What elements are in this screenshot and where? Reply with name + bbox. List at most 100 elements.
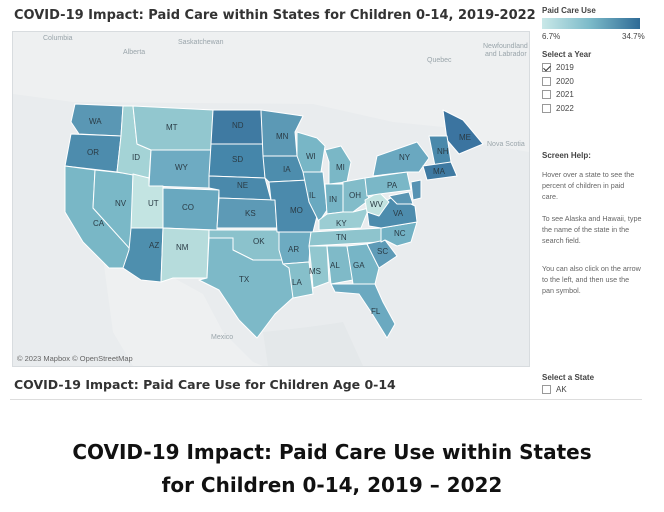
- label-oh: OH: [349, 191, 361, 200]
- label-ma: MA: [433, 167, 446, 176]
- label-wy: WY: [175, 163, 189, 172]
- dashboard-subtitle: COVID-19 Impact: Paid Care Use for Child…: [14, 377, 396, 392]
- label-nv: NV: [115, 199, 127, 208]
- label-mn: MN: [276, 132, 289, 141]
- canada-label-nova-scotia: Nova Scotia: [487, 141, 525, 148]
- state-tx[interactable]: [198, 237, 298, 339]
- label-nh: NH: [437, 147, 449, 156]
- canada-label-alberta: Alberta: [123, 49, 145, 56]
- checkbox-2021[interactable]: [542, 90, 551, 100]
- label-ny: NY: [399, 153, 411, 162]
- label-sd: SD: [232, 155, 243, 164]
- legend-max-value: 34.7%: [622, 32, 645, 41]
- label-in: IN: [329, 195, 337, 204]
- label-fl: FL: [371, 307, 381, 316]
- label-pa: PA: [387, 181, 398, 190]
- label-ga: GA: [353, 261, 365, 270]
- label-la: LA: [292, 278, 302, 287]
- state-nj[interactable]: [410, 179, 422, 201]
- state-la[interactable]: [282, 261, 314, 299]
- label-il: IL: [309, 191, 316, 200]
- year-option-2022[interactable]: 2022: [542, 102, 642, 116]
- year-option-2020[interactable]: 2020: [542, 75, 642, 89]
- label-wi: WI: [306, 152, 316, 161]
- label-nm: NM: [176, 243, 189, 252]
- canada-label-columbia: Columbia: [43, 35, 73, 42]
- legend-min-value: 6.7%: [542, 32, 561, 41]
- label-ky: KY: [336, 219, 347, 228]
- label-wa: WA: [89, 117, 102, 126]
- label-ar: AR: [288, 245, 299, 254]
- canada-label-saskatchewan: Saskatchewan: [178, 39, 224, 46]
- state-ga[interactable]: [346, 243, 380, 285]
- state-option-label: AK: [556, 385, 567, 394]
- label-va: VA: [393, 209, 404, 218]
- label-ms: MS: [309, 267, 321, 276]
- label-ks: KS: [245, 209, 256, 218]
- state-sc[interactable]: [366, 239, 398, 269]
- state-ma[interactable]: [422, 161, 458, 181]
- label-az: AZ: [149, 241, 159, 250]
- label-ca: CA: [93, 219, 105, 228]
- label-sc: SC: [377, 247, 388, 256]
- year-filter: 2019 2020 2021 2022: [542, 61, 642, 115]
- state-mn[interactable]: [260, 109, 304, 157]
- year-option-2021[interactable]: 2021: [542, 88, 642, 102]
- legend-color-ramp: [542, 18, 640, 29]
- checkbox-ak[interactable]: [542, 385, 551, 394]
- label-ok: OK: [253, 237, 265, 246]
- screen-help-heading: Screen Help:: [542, 151, 591, 160]
- state-filter-heading: Select a State: [542, 373, 595, 382]
- year-option-2019[interactable]: 2019: [542, 61, 642, 75]
- label-wv: WV: [370, 200, 384, 209]
- map-view[interactable]: Columbia Alberta Saskatchewan Newfoundla…: [12, 31, 530, 367]
- label-al: AL: [330, 261, 340, 270]
- year-option-label: 2020: [556, 76, 574, 86]
- label-nd: ND: [232, 121, 244, 130]
- state-oh[interactable]: [342, 177, 370, 213]
- year-option-label: 2019: [556, 63, 574, 73]
- caption-line-2: for Children 0-14, 2019 – 2022: [161, 473, 503, 497]
- checkbox-2022[interactable]: [542, 103, 551, 113]
- year-filter-heading: Select a Year: [542, 50, 592, 59]
- canada-label-labrador: and Labrador: [485, 51, 527, 58]
- help-paragraph-pan: You can also click on the arrow to the l…: [542, 264, 641, 295]
- us-map[interactable]: Columbia Alberta Saskatchewan Newfoundla…: [13, 32, 529, 366]
- label-id: ID: [132, 153, 140, 162]
- canada-landmass: [13, 32, 529, 152]
- label-ia: IA: [283, 165, 291, 174]
- year-option-label: 2021: [556, 90, 574, 100]
- help-paragraph-hover: Hover over a state to see the percent of…: [542, 170, 635, 201]
- state-md[interactable]: [388, 191, 414, 205]
- gulf-water: [263, 322, 363, 366]
- state-ky[interactable]: [318, 207, 370, 231]
- label-mi: MI: [336, 163, 345, 172]
- state-nm[interactable]: [160, 227, 210, 283]
- legend-title: Paid Care Use: [542, 6, 596, 15]
- label-mo: MO: [290, 206, 303, 215]
- caption-line-1: COVID-19 Impact: Paid Care Use within St…: [72, 440, 592, 464]
- mexico-label: Mexico: [211, 334, 233, 341]
- label-tx: TX: [239, 275, 250, 284]
- state-me[interactable]: [442, 109, 484, 155]
- figure-caption: COVID-19 Impact: Paid Care Use within St…: [0, 436, 664, 502]
- dashboard: COVID-19 Impact: Paid Care within States…: [10, 0, 645, 400]
- map-attribution[interactable]: © 2023 Mapbox © OpenStreetMap: [17, 354, 133, 363]
- label-mt: MT: [166, 123, 178, 132]
- label-co: CO: [182, 203, 194, 212]
- label-ne: NE: [237, 181, 248, 190]
- label-nc: NC: [394, 229, 406, 238]
- label-ut: UT: [148, 199, 159, 208]
- canada-label-newfoundland: Newfoundland: [483, 43, 528, 50]
- state-fl[interactable]: [330, 283, 396, 339]
- checkbox-2020[interactable]: [542, 76, 551, 86]
- state-ms[interactable]: [308, 245, 330, 289]
- label-me: ME: [459, 133, 471, 142]
- state-option-ak[interactable]: AK: [542, 385, 567, 394]
- label-or: OR: [87, 148, 99, 157]
- state-ny[interactable]: [372, 141, 430, 177]
- dashboard-title: COVID-19 Impact: Paid Care within States…: [14, 8, 536, 23]
- help-paragraph-alaska-hawaii: To see Alaska and Hawaii, type the name …: [542, 214, 642, 245]
- filter-panel: Paid Care Use 6.7% 34.7% Select a Year 2…: [542, 0, 645, 400]
- checkbox-2019[interactable]: [542, 63, 551, 73]
